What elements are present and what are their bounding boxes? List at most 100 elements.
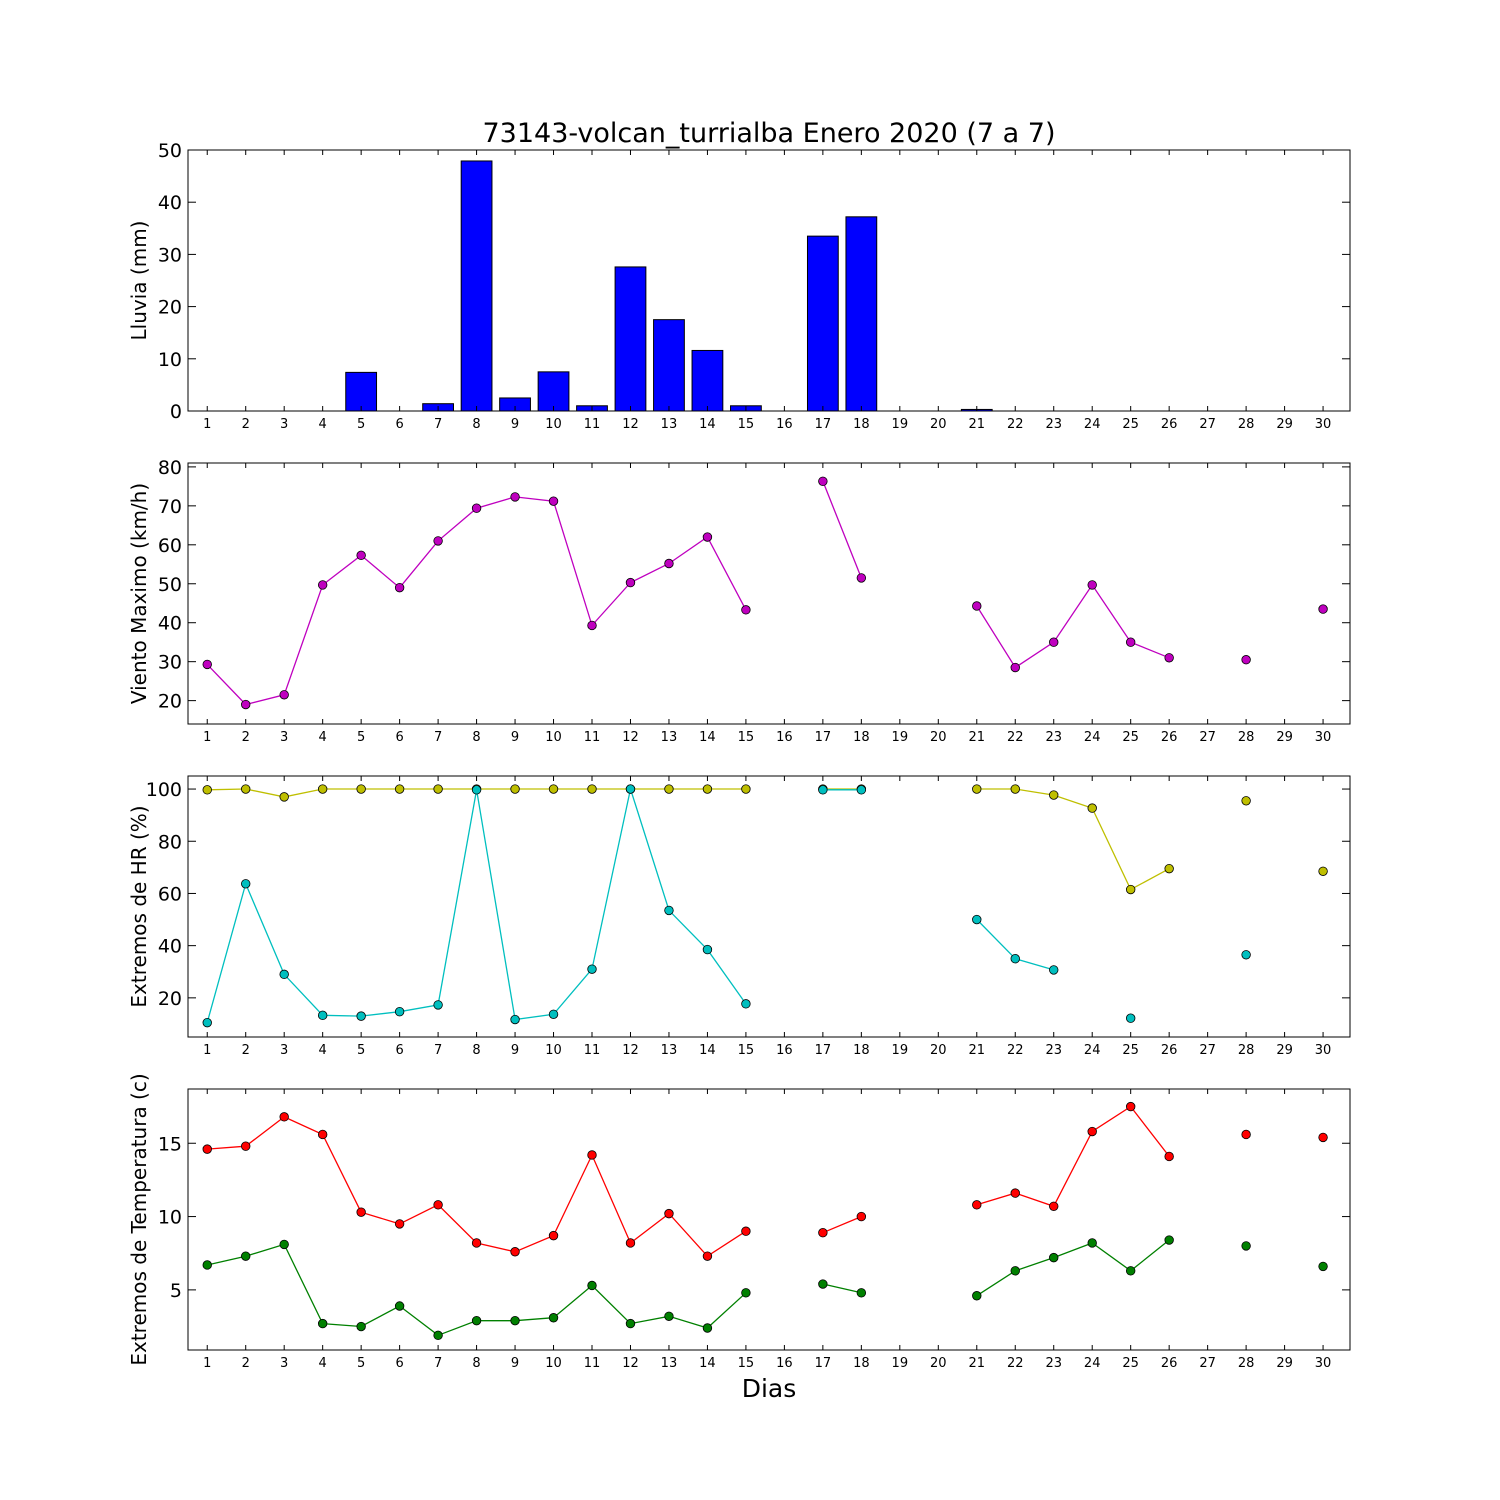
x-tick-label: 27 [1199, 1043, 1216, 1058]
x-tick-label: 15 [738, 1356, 755, 1371]
data-point [433, 1330, 443, 1341]
x-tick-label: 22 [1007, 1043, 1024, 1058]
data-point [471, 503, 482, 513]
x-tick-label: 5 [357, 1356, 365, 1371]
data-point [1049, 790, 1059, 800]
x-tick-label: 15 [738, 730, 755, 745]
data-point [356, 784, 366, 794]
x-tick-label: 4 [319, 417, 327, 432]
x-tick-label: 2 [242, 730, 250, 745]
data-point [394, 784, 405, 794]
x-tick-label: 18 [853, 1356, 870, 1371]
data-point [202, 785, 212, 795]
y-axis-label: Viento Maximo (km/h) [127, 483, 151, 704]
x-tick-label: 30 [1315, 1356, 1332, 1371]
x-tick-label: 12 [622, 1043, 639, 1058]
x-tick-label: 9 [511, 1043, 519, 1058]
x-tick-label: 29 [1276, 417, 1293, 432]
x-tick-label: 8 [472, 1356, 480, 1371]
data-point [510, 492, 520, 502]
x-tick-label: 17 [815, 1043, 832, 1058]
x-tick-label: 17 [815, 1356, 832, 1371]
bar [614, 266, 647, 412]
data-point [1010, 1188, 1020, 1198]
x-tick-label: 18 [853, 1043, 870, 1058]
x-tick-label: 17 [815, 417, 832, 432]
y-tick-label: 0 [170, 401, 182, 423]
x-tick-label: 4 [319, 730, 327, 745]
data-point [1010, 1266, 1020, 1276]
data-point [625, 577, 636, 588]
x-tick-label: 16 [776, 1356, 793, 1371]
data-point [241, 699, 251, 710]
data-point [1125, 884, 1136, 895]
data-point [1010, 662, 1020, 673]
x-tick-label: 19 [892, 730, 909, 745]
data-point [1318, 866, 1328, 876]
panel-3: 1 2 3 4 5 6 7 8 9 10 11 12 13 14 15 16 17 18 19 20 21 22 23 24 2… [127, 775, 1351, 1058]
x-tick-label: 23 [1045, 417, 1062, 432]
data-point [1241, 1129, 1251, 1140]
x-tick-label: 21 [969, 730, 986, 745]
x-tick-label: 12 [622, 730, 639, 745]
x-tick-label: 7 [434, 730, 442, 745]
x-tick-label: 16 [776, 1043, 793, 1058]
data-point [856, 1211, 867, 1222]
x-tick-label: 22 [1007, 1356, 1024, 1371]
x-tick-label: 13 [661, 417, 678, 432]
data-point [972, 784, 982, 794]
data-point [202, 1260, 212, 1270]
x-tick-label: 5 [357, 730, 365, 745]
data-point [317, 1010, 328, 1021]
series-line [976, 583, 1170, 669]
x-tick-label: 5 [357, 1043, 365, 1058]
x-tick-label: 24 [1084, 417, 1101, 432]
x-tick-label: 21 [969, 417, 986, 432]
data-point [394, 1301, 405, 1311]
data-point [1049, 637, 1059, 647]
x-tick-label: 30 [1315, 730, 1332, 745]
series-line [976, 788, 1170, 891]
data-point [856, 1288, 867, 1298]
x-tick-label: 6 [395, 1043, 403, 1058]
x-tick-label: 17 [815, 730, 832, 745]
y-tick-label: 40 [158, 613, 182, 635]
y-tick-label: 60 [158, 883, 182, 905]
y-tick-label: 15 [158, 1133, 182, 1155]
data-point [279, 792, 289, 802]
x-tick-label: 12 [622, 417, 639, 432]
x-axis-label: Dias [742, 1374, 797, 1403]
data-point [241, 784, 251, 794]
data-point [625, 1318, 636, 1329]
x-tick-label: 25 [1122, 1356, 1139, 1371]
x-tick-label: 27 [1199, 1356, 1216, 1371]
x-tick-label: 25 [1122, 1043, 1139, 1058]
data-point [702, 784, 713, 794]
data-point [1125, 1266, 1136, 1276]
y-tick-label: 40 [158, 936, 182, 958]
data-point [625, 1238, 636, 1248]
x-tick-label: 14 [699, 1356, 716, 1371]
x-tick-label: 4 [319, 1043, 327, 1058]
data-point [241, 1141, 251, 1151]
y-tick-label: 20 [158, 988, 182, 1010]
series-line [976, 1105, 1170, 1208]
x-tick-label: 23 [1045, 730, 1062, 745]
x-tick-label: 28 [1238, 730, 1255, 745]
y-tick-label: 30 [158, 652, 182, 674]
y-tick-label: 40 [158, 192, 182, 214]
bar [845, 216, 878, 412]
data-point [702, 1323, 713, 1333]
x-tick-label: 26 [1161, 730, 1178, 745]
data-point [394, 582, 405, 593]
x-tick-label: 3 [280, 1043, 288, 1058]
series-line [822, 1283, 862, 1294]
x-tick-label: 9 [511, 417, 519, 432]
data-point [279, 1112, 289, 1122]
data-point [664, 1311, 674, 1321]
x-tick-label: 15 [738, 1043, 755, 1058]
data-point [972, 1291, 982, 1301]
x-tick-label: 16 [776, 730, 793, 745]
data-point [1164, 863, 1174, 874]
